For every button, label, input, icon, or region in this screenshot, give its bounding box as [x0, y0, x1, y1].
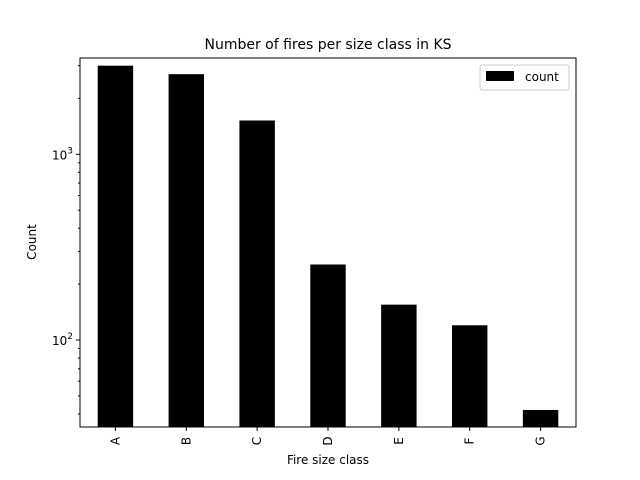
chart-title: Number of fires per size class in KS	[204, 37, 451, 53]
x-tick-label-D: D	[321, 436, 335, 445]
bar-G	[522, 409, 559, 427]
bar-C	[239, 120, 275, 428]
x-tick-label-C: C	[250, 437, 264, 445]
x-tick-label-E: E	[392, 437, 406, 445]
legend: count	[479, 64, 570, 91]
bar-E	[381, 304, 417, 427]
x-tick-label-A: A	[108, 436, 122, 445]
bar-F	[452, 325, 488, 427]
y-tick-label: 103	[52, 146, 73, 162]
x-axis-label: Fire size class	[287, 453, 369, 467]
y-tick-label: 102	[52, 332, 73, 348]
legend-swatch-count	[486, 71, 514, 81]
x-tick-label-F: F	[463, 437, 477, 444]
bar-D	[310, 264, 346, 427]
y-axis-label: Count	[25, 224, 39, 260]
legend-label-count: count	[525, 70, 559, 84]
bar-A	[97, 65, 134, 428]
x-tick-label-G: G	[534, 436, 548, 445]
bars-group	[97, 65, 559, 428]
x-axis-ticks: A B C D E F G	[108, 427, 548, 446]
bar-B	[168, 74, 204, 428]
y-axis-ticks: 102 103	[52, 65, 80, 415]
x-tick-label-B: B	[179, 437, 193, 445]
